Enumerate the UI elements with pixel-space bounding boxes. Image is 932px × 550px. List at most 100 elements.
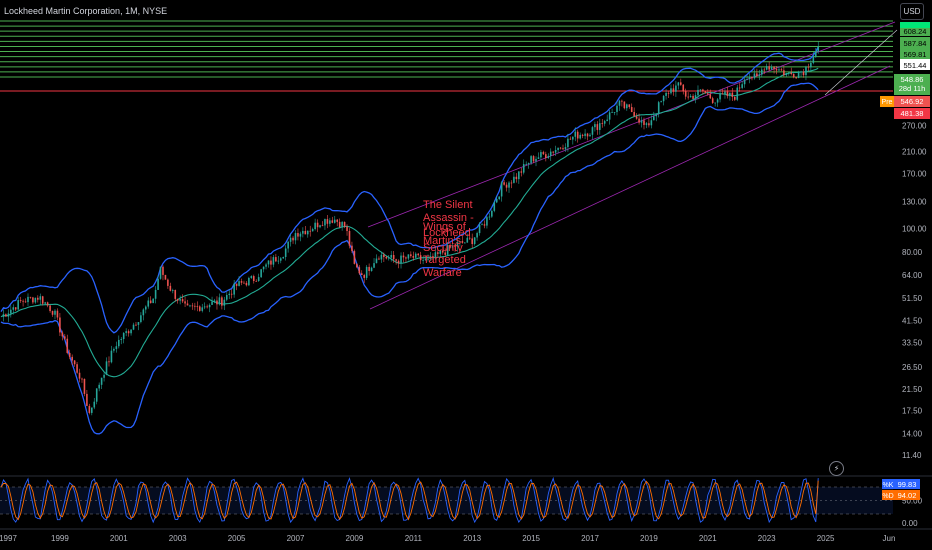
candle-body — [39, 296, 42, 300]
candle-body — [78, 372, 81, 379]
candle-body — [733, 96, 736, 100]
time-axis-label: 2015 — [522, 534, 540, 543]
candle-body — [635, 116, 638, 119]
stoch-d-tag: %D — [882, 493, 893, 500]
candle-body — [702, 89, 704, 92]
candle-body — [189, 305, 191, 307]
candle-body — [68, 352, 71, 357]
annotation-line: The Silent — [423, 199, 473, 211]
stoch-axis-label: 0.00 — [902, 519, 918, 528]
currency-button[interactable]: USD — [900, 3, 924, 20]
candle-body — [304, 230, 307, 235]
candle-body — [113, 348, 115, 351]
time-axis-label: 2017 — [581, 534, 599, 543]
candle-body — [699, 89, 702, 91]
candle-body — [118, 339, 120, 347]
candle-body — [680, 82, 682, 85]
stoch-d-value: 94.02 — [898, 491, 917, 500]
candle-body — [419, 255, 422, 261]
candle-body — [338, 221, 341, 228]
resistance-label: 569.81 — [904, 50, 927, 59]
candle-body — [392, 255, 395, 260]
candle-body — [206, 306, 208, 308]
candle-body — [763, 69, 766, 71]
candle-body — [140, 315, 142, 323]
candle-body — [100, 377, 103, 385]
candle-body — [37, 297, 39, 300]
candle-body — [805, 66, 807, 76]
candle-body — [628, 104, 631, 108]
candle-body — [213, 300, 216, 302]
candle-body — [292, 237, 294, 241]
candle-body — [623, 101, 626, 109]
candle-body — [682, 84, 685, 92]
candle-body — [554, 149, 557, 153]
candle-body — [262, 266, 265, 270]
candle-body — [14, 307, 17, 310]
candle-body — [694, 95, 697, 99]
candle-body — [375, 258, 378, 264]
candle-body — [61, 332, 64, 337]
candle-body — [454, 245, 456, 247]
candle-body — [255, 280, 258, 282]
candle-body — [476, 233, 478, 238]
candle-body — [265, 264, 267, 267]
candle-body — [410, 254, 412, 257]
candle-body — [137, 322, 140, 325]
candle-body — [520, 171, 523, 173]
candle-body — [360, 273, 363, 276]
price-axis-label: 41.50 — [902, 316, 923, 325]
price-axis-label: 26.50 — [902, 363, 923, 372]
candle-body — [633, 112, 635, 117]
candle-body — [643, 120, 645, 125]
candle-body — [167, 279, 169, 286]
candle-body — [599, 123, 601, 130]
resistance-label: 551.44 — [904, 61, 927, 70]
candle-body — [581, 134, 584, 136]
annotation-line: Security — [423, 242, 463, 254]
candle-body — [270, 260, 272, 265]
candle-body — [333, 219, 336, 223]
annotation-line: Lockheed — [423, 227, 471, 239]
candle-body — [351, 245, 353, 252]
candle-body — [243, 282, 245, 284]
candle-body — [157, 278, 159, 290]
candle-body — [638, 118, 640, 123]
candle-body — [518, 171, 520, 180]
candle-body — [648, 123, 650, 126]
candle-body — [56, 310, 59, 318]
lightning-icon[interactable]: ⚡ — [829, 461, 844, 476]
candle-body — [522, 164, 525, 173]
candle-body — [562, 148, 564, 150]
candle-body — [429, 256, 432, 259]
candle-body — [203, 306, 206, 308]
candle-body — [726, 91, 729, 97]
candle-body — [709, 94, 712, 99]
support-price-label: 481.38 — [901, 109, 924, 118]
candle-body — [260, 269, 262, 278]
time-axis-label: 2009 — [346, 534, 364, 543]
chart-title: Lockheed Martin Corporation, 1M, NYSE — [4, 6, 168, 16]
candle-body — [73, 360, 76, 365]
candle-body — [569, 138, 572, 140]
candle-body — [542, 152, 545, 155]
annotation-line: Martin's — [423, 235, 462, 247]
candle-body — [716, 99, 719, 103]
candle-body — [817, 46, 820, 52]
candle-body — [365, 266, 368, 278]
candle-body — [326, 219, 329, 224]
candle-body — [250, 276, 253, 278]
candle-body — [505, 184, 508, 188]
candle-body — [302, 230, 304, 234]
candle-body — [24, 301, 27, 303]
candle-body — [770, 66, 773, 70]
candle-body — [451, 245, 454, 248]
candle-body — [32, 297, 34, 303]
candle-body — [473, 237, 476, 245]
candle-body — [159, 266, 162, 279]
candle-body — [132, 324, 135, 330]
price-axis-label: 33.50 — [902, 339, 923, 348]
candle-body — [594, 124, 596, 128]
